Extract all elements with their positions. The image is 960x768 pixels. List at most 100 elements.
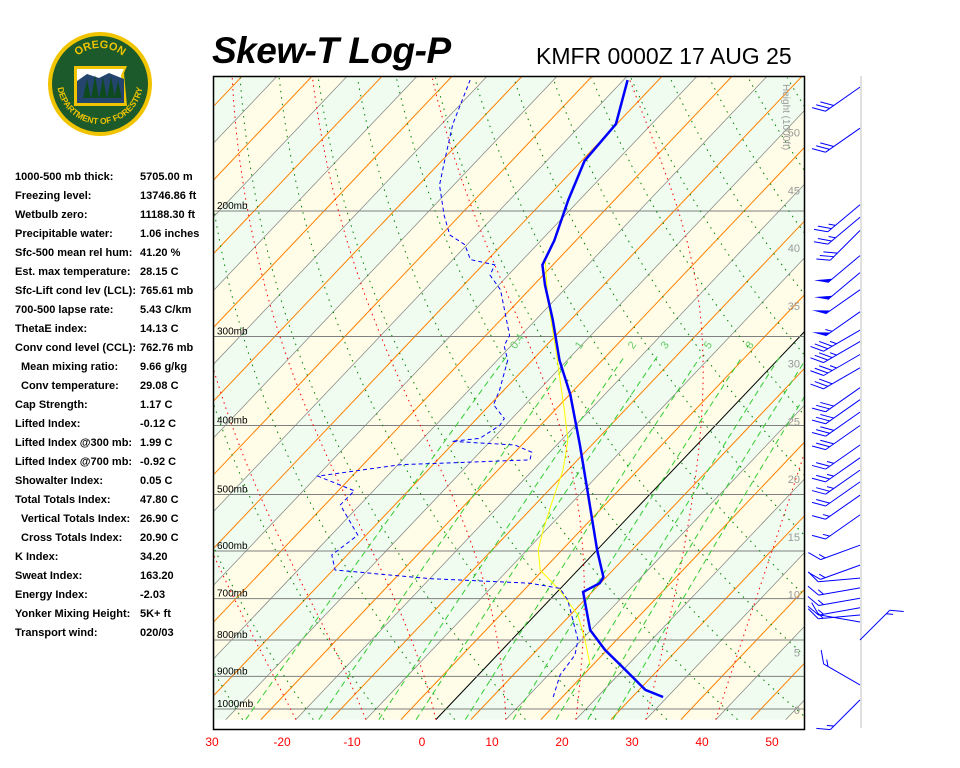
height-tick-label: 10 <box>788 590 800 602</box>
stat-value: 41.20 % <box>140 247 181 259</box>
svg-text:OREGON: OREGON <box>72 39 127 59</box>
wind-barb-feather <box>816 416 830 422</box>
wind-barb-staff <box>818 607 861 616</box>
wind-barb-feather <box>816 442 830 448</box>
wind-barb-feather <box>807 585 819 596</box>
height-tick-label: 25 <box>788 416 800 428</box>
wind-barb-staff <box>823 329 861 352</box>
isotherm <box>225 110 804 720</box>
isotherm <box>214 77 767 659</box>
moist-adiabat <box>312 77 507 720</box>
wind-barb <box>811 469 861 495</box>
wind-barb-staff <box>818 614 861 623</box>
temperature-tick-label: 10 <box>485 735 499 749</box>
wind-barb-feather <box>820 439 834 445</box>
wind-barb-feather <box>823 251 838 254</box>
wind-barb-feather <box>820 426 834 431</box>
stat-label: Sweat Index: <box>15 570 83 582</box>
wind-barb <box>811 494 861 520</box>
temperature-band <box>225 111 804 720</box>
stat-row: Precipitable water: 1.06 inches <box>15 225 215 244</box>
stat-row: Cross Totals Index: 20.90 C <box>15 529 215 548</box>
wind-barb-half-feather <box>822 514 830 517</box>
stat-label: Conv temperature: <box>21 380 119 392</box>
orange-reference-line <box>470 368 804 720</box>
orange-reference-line <box>821 73 960 720</box>
stat-label: Lifted Index: <box>15 418 81 430</box>
stat-row: Lifted Index: -0.12 C <box>15 415 215 434</box>
sounding-indices-panel: 1000-500 mb thick: 5705.00 m Freezing leve… <box>15 168 215 643</box>
stat-row: Sfc-Lift cond lev (LCL): 765.61 mb <box>15 282 215 301</box>
wind-barb-feather <box>807 608 819 620</box>
stat-row: Vertical Totals Index: 26.90 C <box>15 510 215 529</box>
isotherm <box>785 700 804 720</box>
temperature-band <box>505 405 804 720</box>
wind-barb-half-feather <box>828 236 836 239</box>
mixing-ratio-line <box>318 356 572 720</box>
wind-barb <box>810 354 861 376</box>
isotherm <box>365 257 804 720</box>
dry-adiabat <box>513 77 804 536</box>
wind-barb-feather <box>816 499 830 504</box>
temperature-band <box>575 479 804 720</box>
wind-barb-flag <box>814 295 833 300</box>
wind-barb-staff <box>818 597 861 606</box>
temperature-band <box>295 184 804 720</box>
wind-barb-feather <box>820 401 834 407</box>
temperature-tick-label: 0 <box>419 735 426 749</box>
wind-barb-half-feather <box>817 599 824 606</box>
wind-barb-half-feather <box>826 473 834 477</box>
wind-barb-half-feather <box>817 612 824 619</box>
chart-title: Skew-T Log-P <box>212 30 451 71</box>
pressure-level-label: 800mb <box>217 630 248 641</box>
height-tick-label: 0 <box>794 705 800 717</box>
height-tick-label: 50 <box>788 128 800 140</box>
wind-barb-staff <box>818 577 861 583</box>
sounding-traces <box>315 79 664 699</box>
wind-barb-staff <box>827 204 861 233</box>
wind-barb-flag <box>814 278 833 283</box>
wind-barb-staff <box>825 86 861 112</box>
wind-barb <box>807 596 861 606</box>
wind-barb-feather <box>814 367 829 374</box>
wind-barb-half-feather <box>828 223 836 226</box>
plot-frame <box>212 75 806 731</box>
wind-barb <box>811 444 861 470</box>
wind-barb-feather <box>811 477 826 483</box>
wind-barb <box>807 605 861 616</box>
wind-barb-feather <box>811 464 826 470</box>
stat-label: Cross Totals Index: <box>21 532 123 544</box>
stat-row: 1000-500 mb thick: 5705.00 m <box>15 168 215 187</box>
stat-value: -2.03 <box>140 589 166 601</box>
wind-barb-staff <box>829 230 861 261</box>
dry-adiabat <box>786 77 804 107</box>
stat-label: Sfc-Lift cond lev (LCL): <box>15 285 136 297</box>
wind-barb-feather <box>814 354 829 361</box>
wind-barb <box>807 585 861 596</box>
stat-label: Wetbulb zero: <box>15 209 88 221</box>
wind-barb-feather <box>816 258 831 261</box>
stat-row: Sweat Index: 163.20 <box>15 567 215 586</box>
wind-barb <box>814 255 861 283</box>
stat-label: Lifted Index @700 mb: <box>15 456 133 468</box>
dry-adiabat <box>747 77 804 171</box>
wind-barb-half-feather <box>826 724 834 727</box>
moist-adiabat <box>628 77 704 720</box>
stat-label: Cap Strength: <box>15 399 88 411</box>
dewpoint-trace <box>315 79 579 698</box>
wind-barb-half-feather <box>818 553 826 559</box>
wind-barb-staff <box>823 663 861 686</box>
wind-barb-feather <box>818 378 833 385</box>
temperature-band <box>715 626 804 720</box>
stat-label: Freezing level: <box>15 190 92 202</box>
wind-barb-feather <box>818 340 833 347</box>
wind-barb <box>816 230 861 261</box>
temperature-tick-label: 30 <box>205 735 219 749</box>
stat-label: Yonker Mixing Height: <box>15 608 131 620</box>
pressure-level-label: 600mb <box>217 541 248 552</box>
orange-reference-line <box>260 147 804 720</box>
wind-barb-feather <box>816 104 830 109</box>
wind-barb-feather <box>811 432 826 437</box>
wind-barb-feather <box>811 490 826 495</box>
stat-label: Vertical Totals Index: <box>21 513 131 525</box>
